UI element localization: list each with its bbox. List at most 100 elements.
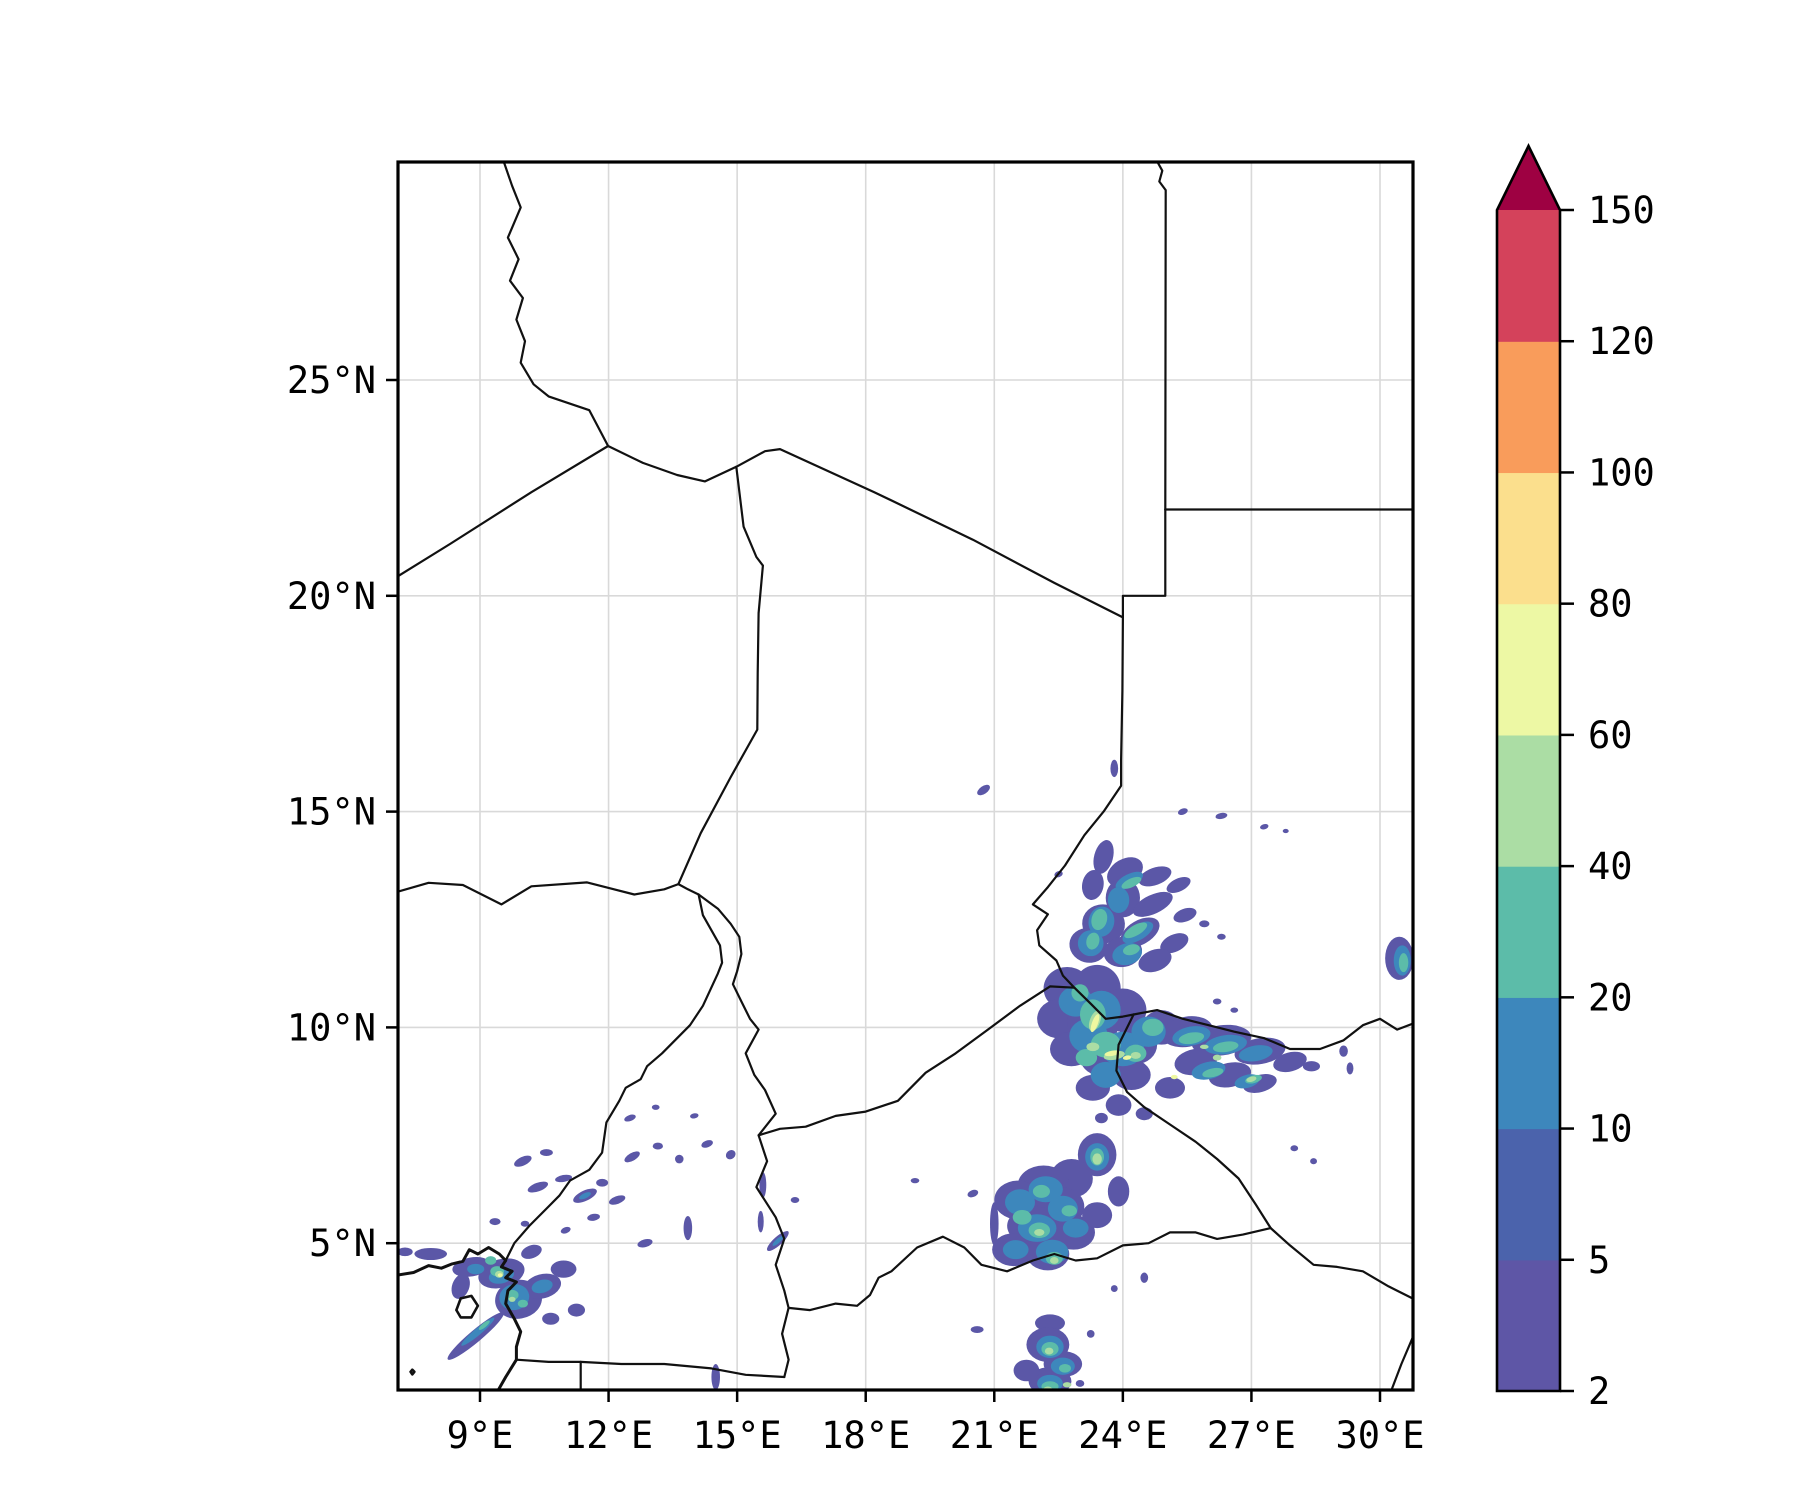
y-tick-label: 25°N xyxy=(287,359,376,402)
rain-cell-level-1 xyxy=(1260,823,1269,830)
rain-cell-level-2 xyxy=(1238,1045,1273,1062)
rain-cell-level-1 xyxy=(550,1260,577,1278)
rain-cell-level-4 xyxy=(1130,1052,1141,1059)
border-bioko-island xyxy=(455,1294,480,1319)
rain-cell-level-4 xyxy=(1212,1054,1222,1061)
borders-layer xyxy=(398,162,1413,1390)
x-tick-label: 18°E xyxy=(821,1414,910,1457)
rain-cell-level-1 xyxy=(1217,933,1226,940)
colorbar-tick-label: 5 xyxy=(1588,1239,1610,1282)
rain-cell-level-1 xyxy=(1273,1051,1307,1073)
rain-cell-level-1 xyxy=(1166,876,1191,893)
rain-cell-level-3 xyxy=(1121,876,1142,889)
rain-cell-level-1 xyxy=(1290,1145,1299,1152)
border-chad-cameroon xyxy=(697,893,777,1137)
rain-cell-level-3 xyxy=(1012,1209,1032,1225)
rain-cell-level-1 xyxy=(1140,1272,1149,1283)
rain-cell-level-1 xyxy=(1110,759,1119,778)
colorbar-tick-label: 100 xyxy=(1588,451,1655,494)
rain-cell-level-1 xyxy=(1212,998,1222,1005)
rain-cell-level-1 xyxy=(970,1326,984,1333)
rain-cell-level-1 xyxy=(1199,920,1210,928)
colorbar-segment xyxy=(1497,472,1560,605)
rain-cell-level-1 xyxy=(977,784,990,796)
border-chad-car xyxy=(757,985,1076,1137)
colorbar-segment xyxy=(1497,603,1560,736)
rain-cell-level-1 xyxy=(1133,891,1173,917)
border-sudan-southsudan xyxy=(1132,1009,1413,1051)
border-nigeria-cameroon xyxy=(504,893,724,1262)
y-tick-label: 5°N xyxy=(309,1222,376,1265)
colorbar-segment xyxy=(1497,866,1560,998)
rain-cell-level-5 xyxy=(497,1273,503,1278)
border-chad-libya xyxy=(735,448,1124,619)
border-libya-egypt xyxy=(1156,162,1167,511)
rain-cell-level-3 xyxy=(485,1256,497,1265)
rain-cell-level-4 xyxy=(1199,1044,1209,1049)
colorbar-segment xyxy=(1497,734,1560,867)
colorbar-segment xyxy=(1497,1259,1560,1392)
colorbar: 2 5 10 20 40 60 80 100 120 150 xyxy=(1495,143,1655,1413)
rain-cell-level-1 xyxy=(690,1113,699,1119)
colorbar-tick-label: 150 xyxy=(1588,189,1655,232)
map-frame xyxy=(396,160,1415,1392)
rain-cell-level-3 xyxy=(517,1299,528,1308)
rain-cell-level-3 xyxy=(1075,1048,1098,1067)
rain-cell-level-1 xyxy=(624,1151,640,1163)
rain-cell-level-1 xyxy=(1310,1158,1317,1165)
rain-cell-level-1 xyxy=(1075,1380,1085,1387)
rain-cell-level-4 xyxy=(1092,1153,1102,1165)
rain-cell-level-2 xyxy=(772,1236,784,1246)
rain-cell-level-3 xyxy=(1398,953,1409,973)
rain-cell-level-1 xyxy=(596,1178,609,1187)
rain-cell-level-3 xyxy=(1178,1032,1205,1045)
rain-cell-level-1 xyxy=(1339,1045,1348,1057)
y-tick-label: 10°N xyxy=(287,1006,376,1049)
x-tick-label: 9°E xyxy=(447,1414,514,1457)
rain-cell-level-5 xyxy=(1170,1074,1178,1080)
rain-cell-level-1 xyxy=(514,1155,532,1167)
border-chad-sudan xyxy=(1031,616,1124,989)
colorbar-tick-label: 2 xyxy=(1588,1370,1610,1413)
rain-cell-level-3 xyxy=(1091,908,1108,931)
rain-cell-level-3 xyxy=(1212,1041,1239,1053)
rain-cell-level-1 xyxy=(725,1150,736,1160)
y-tick-label: 15°N xyxy=(287,791,376,834)
rain-cell-level-1 xyxy=(489,1218,501,1226)
grid-layer xyxy=(398,162,1413,1390)
y-tick-label: 20°N xyxy=(287,575,376,618)
rain-cell-level-2 xyxy=(467,1263,485,1275)
rain-cell-level-1 xyxy=(587,1213,600,1221)
border-cameroon-car xyxy=(755,1134,790,1379)
border-niger-libya xyxy=(607,444,738,483)
rain-cell-level-3 xyxy=(1123,944,1140,956)
rain-cell-level-1 xyxy=(451,1273,470,1299)
border-algeria-niger xyxy=(398,444,610,578)
rain-cell-level-1 xyxy=(1105,1094,1132,1116)
colorbar-tick-label: 20 xyxy=(1588,976,1633,1019)
rain-cell-level-1 xyxy=(701,1140,713,1148)
rain-cell-level-1 xyxy=(989,1202,999,1246)
border-libya-sudan xyxy=(1121,508,1167,619)
rain-cell-level-1 xyxy=(1346,1062,1354,1075)
border-coastline xyxy=(398,1246,523,1390)
rain-cell-level-1 xyxy=(637,1238,653,1248)
rain-cell-level-1 xyxy=(910,1178,920,1184)
rain-cell-level-1 xyxy=(1154,1077,1185,1099)
rain-cell-level-3 xyxy=(1086,932,1100,950)
border-niger-nigeria xyxy=(398,881,680,906)
rain-cell-level-3 xyxy=(1058,1364,1071,1373)
rain-cell-level-5 xyxy=(1122,1055,1132,1060)
rain-cell-level-1 xyxy=(555,1174,573,1183)
rain-cell-level-4 xyxy=(1246,1076,1257,1083)
rain-cell-level-1 xyxy=(1034,1314,1065,1332)
rain-cell-level-1 xyxy=(398,1247,413,1257)
rain-cell-level-2 xyxy=(579,1192,591,1200)
rain-cell-level-4 xyxy=(1034,1228,1045,1236)
rain-cell-level-4 xyxy=(1062,1382,1072,1388)
rain-cell-level-4 xyxy=(508,1296,516,1302)
rain-cell-level-1 xyxy=(567,1303,585,1317)
rain-cell-level-2 xyxy=(1107,887,1130,914)
colorbar-segment xyxy=(1497,210,1560,342)
